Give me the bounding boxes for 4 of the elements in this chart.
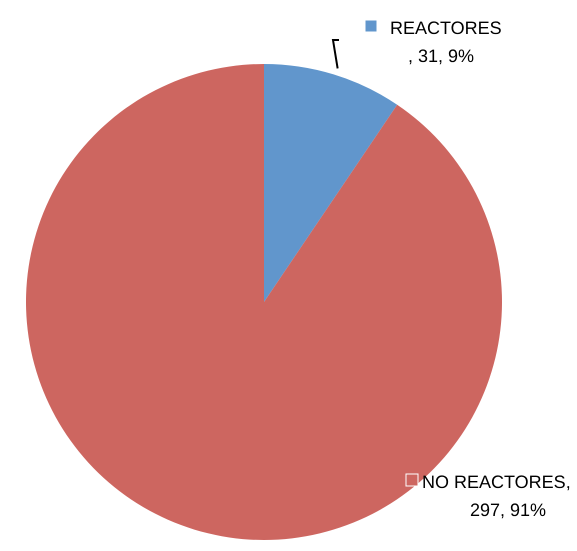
data-label: , 31, 9% xyxy=(408,46,474,66)
legend-label: REACTORES xyxy=(390,18,502,38)
slice-label: NO REACTORES, 297, 91% xyxy=(422,472,571,520)
pie-slice xyxy=(264,64,398,302)
